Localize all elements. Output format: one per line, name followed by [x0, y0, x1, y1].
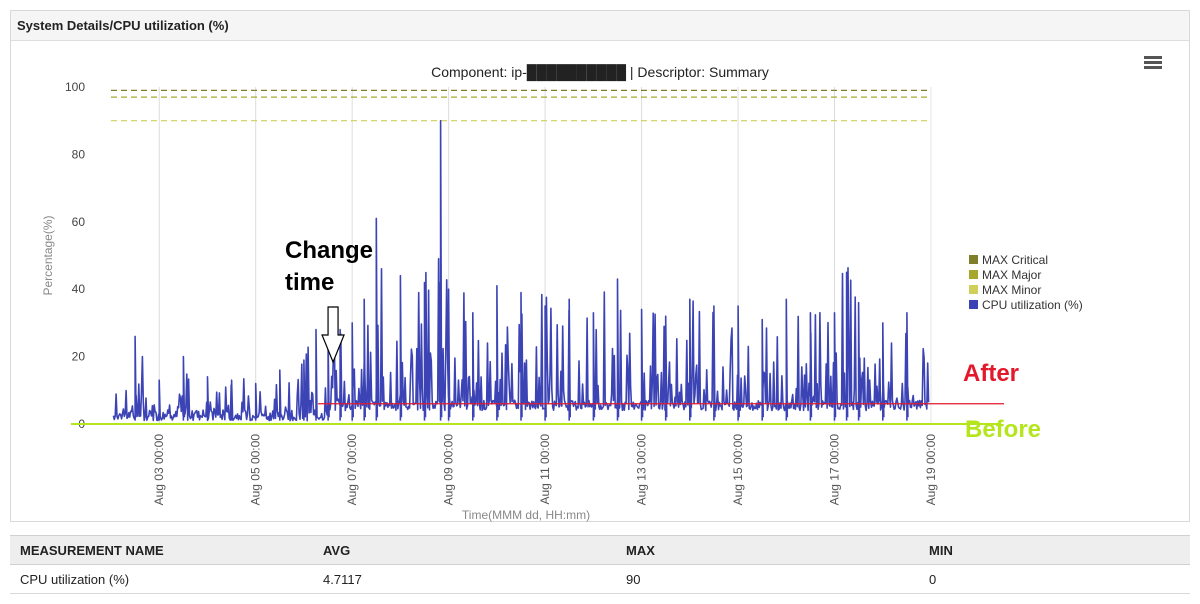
column-header: AVG [313, 535, 616, 565]
legend-swatch [969, 285, 978, 294]
column-header: MAX [616, 535, 919, 565]
menu-icon [1144, 66, 1162, 69]
x-axis-label: Time(MMM dd, HH:mm) [462, 508, 590, 522]
table-row: CPU utilization (%) 4.7117 90 0 [10, 564, 1190, 594]
legend-label: CPU utilization (%) [982, 298, 1083, 312]
max-cell: 90 [616, 564, 919, 594]
menu-icon [1144, 56, 1162, 59]
annotation-text: time [285, 269, 334, 296]
chart-menu-button[interactable] [1144, 56, 1162, 69]
x-tick-label: Aug 11 00:00 [538, 434, 552, 505]
annotation-text: Change [285, 237, 373, 264]
x-tick-label: Aug 03 00:00 [152, 434, 166, 506]
avg-cell: 4.7117 [313, 564, 616, 594]
column-header: MEASUREMENT NAME [10, 535, 313, 565]
legend-swatch [969, 300, 978, 309]
y-tick-label: 100 [65, 80, 85, 94]
chart-title: Component: ip-██████████ | Descriptor: S… [431, 64, 769, 82]
legend-swatch [969, 255, 978, 264]
x-tick-label: Aug 07 00:00 [345, 434, 359, 506]
x-tick-label: Aug 05 00:00 [249, 434, 263, 506]
measurement-name-cell: CPU utilization (%) [10, 564, 313, 594]
after-label: After [963, 360, 1019, 387]
y-tick-label: 80 [72, 147, 86, 161]
x-tick-label: Aug 13 00:00 [635, 434, 649, 506]
y-axis-label: Percentage(%) [41, 215, 55, 295]
summary-table: MEASUREMENT NAME AVG MAX MIN CPU utiliza… [10, 535, 1190, 594]
x-tick-label: Aug 17 00:00 [828, 434, 842, 506]
legend-label: MAX Critical [982, 253, 1048, 267]
annotation-arrow [321, 306, 345, 364]
legend-swatch [969, 270, 978, 279]
x-tick-label: Aug 19 00:00 [924, 434, 938, 506]
y-tick-label: 40 [72, 282, 86, 296]
x-tick-label: Aug 09 00:00 [442, 434, 456, 506]
cpu-series-line [112, 119, 930, 422]
min-cell: 0 [919, 564, 1190, 594]
menu-icon [1144, 61, 1162, 64]
chart-area: Component: ip-██████████ | Descriptor: S… [11, 42, 1189, 522]
y-tick-label: 20 [72, 350, 86, 364]
table-header-row: MEASUREMENT NAME AVG MAX MIN [10, 535, 1190, 565]
before-label: Before [965, 416, 1041, 443]
column-header: MIN [919, 535, 1190, 565]
legend-label: MAX Major [982, 268, 1041, 282]
chart-panel: System Details/CPU utilization (%) Compo… [10, 10, 1190, 522]
panel-title: System Details/CPU utilization (%) [11, 11, 1189, 41]
legend-label: MAX Minor [982, 283, 1041, 297]
x-tick-label: Aug 15 00:00 [731, 434, 745, 506]
y-tick-label: 60 [72, 215, 86, 229]
cpu-chart: Component: ip-██████████ | Descriptor: S… [41, 56, 1162, 522]
